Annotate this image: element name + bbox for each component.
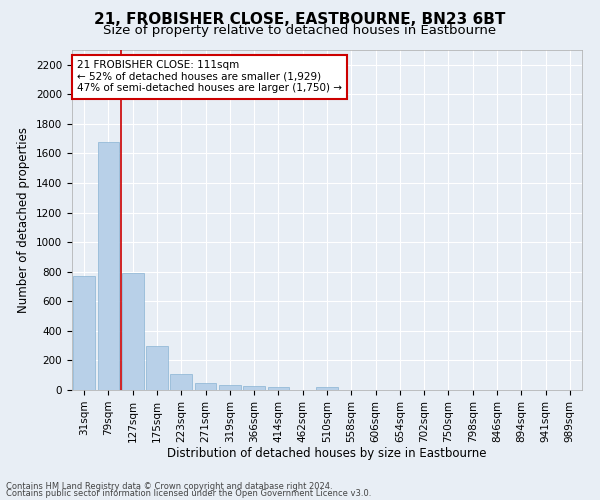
Bar (268, 386, 289, 390)
Text: 21 FROBISHER CLOSE: 111sqm
← 52% of detached houses are smaller (1,929)
47% of s: 21 FROBISHER CLOSE: 111sqm ← 52% of deta… (77, 60, 342, 94)
Y-axis label: Number of detached properties: Number of detached properties (17, 127, 31, 313)
Bar (73, 276, 95, 390)
Bar (97, 142, 119, 390)
Bar (219, 386, 241, 390)
Bar (146, 346, 168, 390)
Text: Contains public sector information licensed under the Open Government Licence v3: Contains public sector information licen… (6, 490, 371, 498)
Text: Contains HM Land Registry data © Crown copyright and database right 2024.: Contains HM Land Registry data © Crown c… (6, 482, 332, 491)
Bar (170, 374, 192, 390)
Bar (194, 384, 217, 390)
Bar (316, 386, 338, 390)
Bar (243, 386, 265, 390)
X-axis label: Distribution of detached houses by size in Eastbourne: Distribution of detached houses by size … (167, 448, 487, 460)
Text: Size of property relative to detached houses in Eastbourne: Size of property relative to detached ho… (103, 24, 497, 37)
Text: 21, FROBISHER CLOSE, EASTBOURNE, BN23 6BT: 21, FROBISHER CLOSE, EASTBOURNE, BN23 6B… (94, 12, 506, 28)
Bar (122, 273, 143, 390)
